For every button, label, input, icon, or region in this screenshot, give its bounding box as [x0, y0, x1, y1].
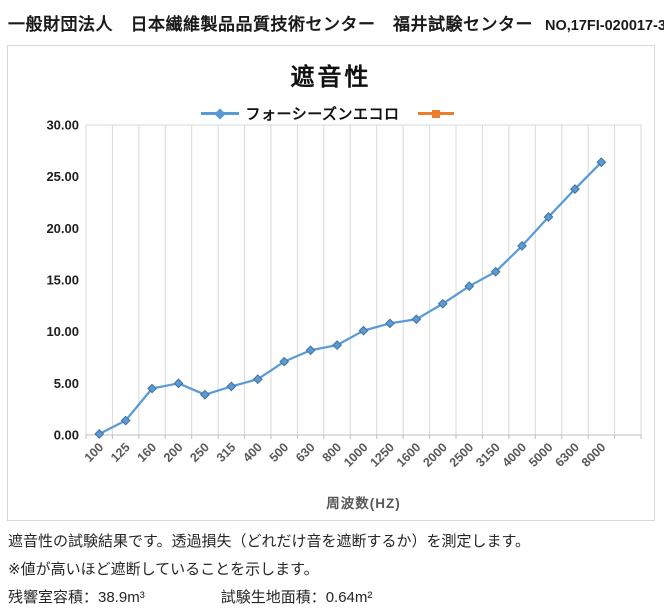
- svg-text:125: 125: [108, 440, 133, 465]
- svg-text:25.00: 25.00: [46, 169, 79, 184]
- svg-text:5.00: 5.00: [54, 376, 79, 391]
- note-line-3: 残響室容積：38.9m³ 試験生地面積：0.64m²: [8, 590, 530, 605]
- svg-text:1600: 1600: [394, 440, 424, 470]
- svg-text:500: 500: [267, 440, 292, 465]
- svg-text:4000: 4000: [500, 440, 530, 470]
- svg-text:630: 630: [293, 440, 318, 465]
- notes: 遮音性の試験結果です。透過損失（どれだけ音を遮断するか）を測定します。 ※値が高…: [8, 534, 530, 605]
- report-header: 一般財団法人 日本繊維製品品質技術センター 福井試験センター NO,17FI-02…: [8, 10, 664, 35]
- report-number: NO,17FI-020017-3: [545, 18, 664, 34]
- chart-panel: 遮音性 フォーシーズンエコロ 0.00 5.00 10.00 15.00 20.00 25…: [7, 45, 655, 521]
- svg-text:周波数(HZ): 周波数(HZ): [326, 495, 401, 511]
- svg-text:5000: 5000: [526, 440, 556, 470]
- svg-text:30.00: 30.00: [46, 118, 79, 133]
- svg-text:315: 315: [214, 440, 239, 465]
- reverberation-room-volume: 残響室容積：38.9m³: [8, 589, 145, 606]
- chart-legend: フォーシーズンエコロ: [8, 103, 654, 124]
- note-line-2: ※値が高いほど遮断していることを示します。: [8, 561, 319, 578]
- test-fabric-area: 試験生地面積：0.64m²: [220, 589, 373, 606]
- svg-text:10.00: 10.00: [46, 324, 79, 339]
- svg-text:1000: 1000: [341, 440, 371, 470]
- svg-text:100: 100: [82, 440, 107, 465]
- svg-text:800: 800: [320, 440, 345, 465]
- legend-label-series1: フォーシーズンエコロ: [245, 106, 400, 123]
- svg-text:250: 250: [187, 440, 212, 465]
- svg-text:8000: 8000: [579, 440, 609, 470]
- chart-title: 遮音性: [290, 64, 372, 91]
- svg-text:20.00: 20.00: [46, 221, 79, 236]
- svg-text:160: 160: [135, 440, 160, 465]
- svg-text:200: 200: [161, 440, 186, 465]
- svg-text:6300: 6300: [552, 440, 582, 470]
- svg-text:2500: 2500: [447, 440, 477, 470]
- legend-line-square-icon: [418, 109, 455, 118]
- note-line-1: 遮音性の試験結果です。透過損失（どれだけ音を遮断するか）を測定します。: [8, 533, 531, 550]
- svg-text:3150: 3150: [473, 440, 503, 470]
- svg-text:1250: 1250: [367, 440, 397, 470]
- svg-text:0.00: 0.00: [54, 428, 79, 443]
- svg-text:400: 400: [240, 440, 265, 465]
- organization-name: 一般財団法人 日本繊維製品品質技術センター 福井試験センター: [8, 15, 533, 34]
- svg-text:15.00: 15.00: [46, 273, 79, 288]
- svg-text:2000: 2000: [420, 440, 450, 470]
- legend-line-diamond-icon: [200, 107, 239, 120]
